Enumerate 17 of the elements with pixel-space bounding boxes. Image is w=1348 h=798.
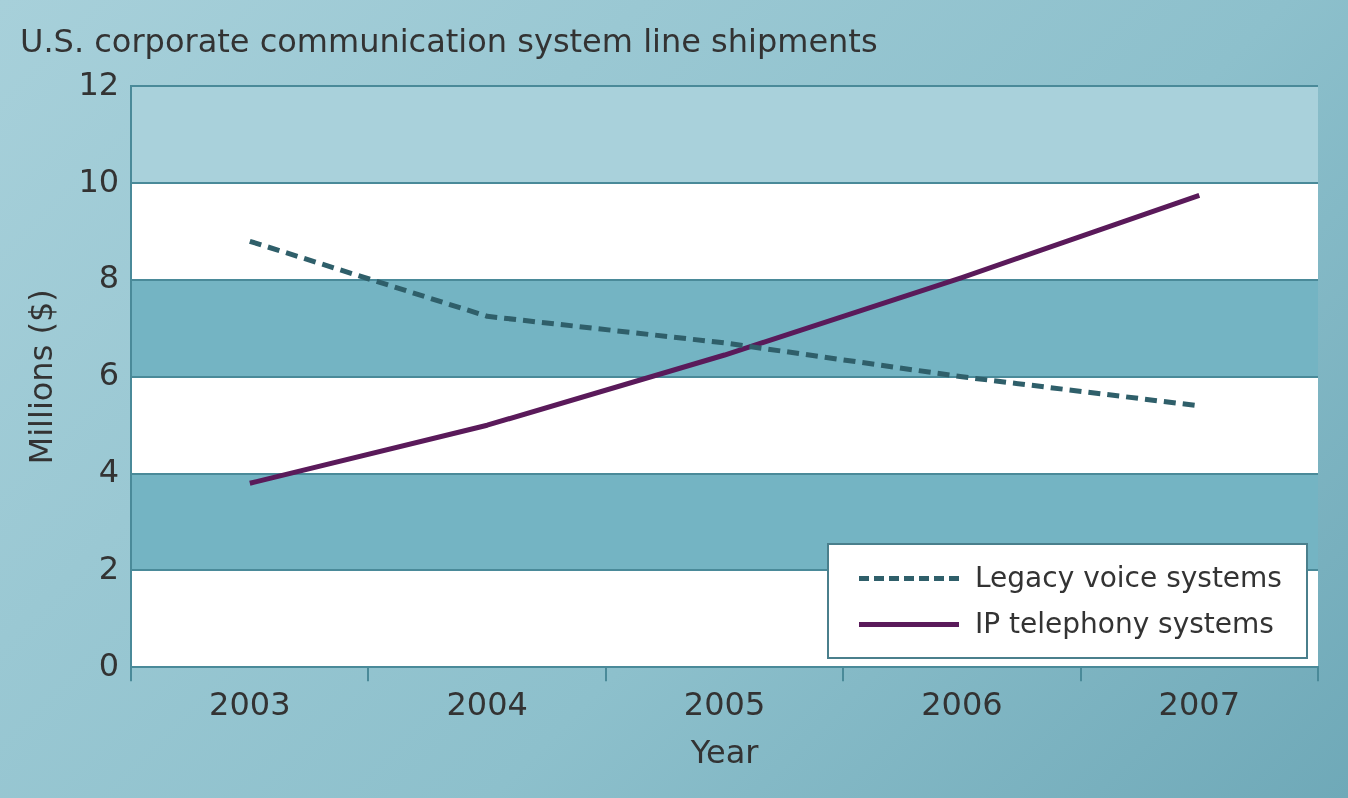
x-tick-label: 2007 — [1158, 684, 1241, 723]
legend-label: IP telephony systems — [975, 606, 1274, 643]
x-axis-title: Year — [689, 733, 760, 772]
y-axis-title: Millions ($) — [21, 289, 60, 465]
x-tick-label: 2004 — [446, 684, 528, 723]
y-tick-label: 12 — [78, 64, 120, 103]
y-tick-label: 0 — [98, 645, 120, 684]
y-tick-label: 6 — [98, 355, 120, 394]
x-tick-label: 2005 — [683, 684, 766, 723]
chart-title: U.S. corporate communication system line shipments — [20, 21, 878, 60]
y-tick-label: 4 — [98, 451, 120, 490]
y-tick-label: 2 — [98, 548, 120, 587]
x-tick-label: 2006 — [921, 684, 1003, 723]
y-tick-label: 8 — [98, 258, 120, 297]
x-tick-label: 2003 — [209, 684, 291, 723]
y-tick-label: 10 — [78, 161, 120, 200]
legend-label: Legacy voice systems — [975, 560, 1282, 597]
